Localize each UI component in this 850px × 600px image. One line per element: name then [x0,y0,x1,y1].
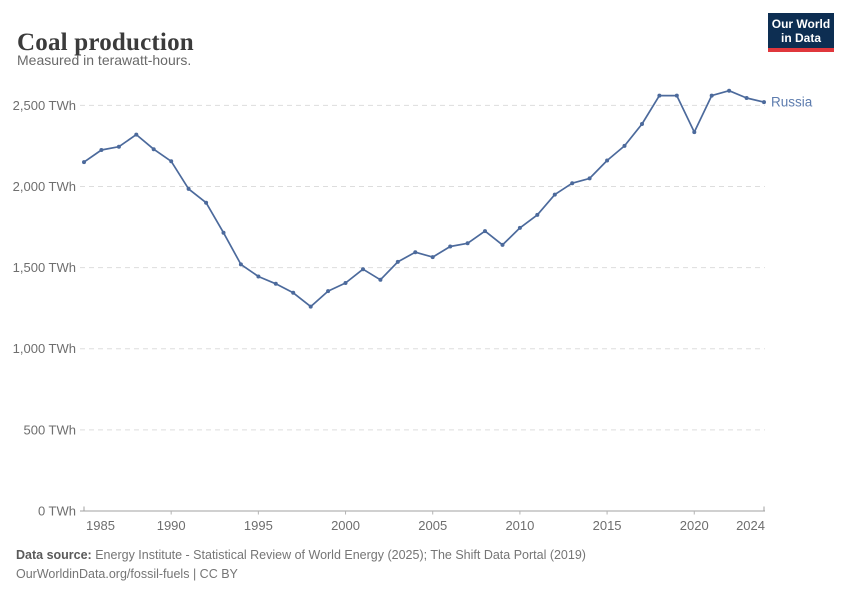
line-chart[interactable]: 0 TWh 500 TWh 1,000 TWh 1,500 TWh 2,000 TWh 2… [0,0,850,545]
y-axis-tick-label: 2,000 TWh [13,179,76,194]
owid-logo-line2: in Data [780,31,821,45]
data-point[interactable] [535,212,540,217]
data-source-line: Data source: Energy Institute - Statisti… [16,546,586,565]
owid-logo-line1: Our World [771,17,831,31]
data-point[interactable] [709,93,714,98]
x-axis-tick-label: 1995 [244,518,273,533]
data-point[interactable] [430,255,435,260]
data-point[interactable] [291,290,296,295]
x-axis-tick-label: 1985 [86,518,115,533]
data-point[interactable] [483,229,487,234]
data-point[interactable] [204,200,209,205]
data-source-label: Data source: [16,548,92,562]
data-point[interactable] [413,250,418,255]
data-point[interactable] [186,186,191,191]
data-point[interactable] [238,262,243,267]
x-axis-tick-label: 1990 [157,518,186,533]
y-axis-tick-label: 0 TWh [38,504,76,519]
y-axis-tick-label: 1,000 TWh [13,341,76,356]
data-point[interactable] [256,274,261,279]
data-point[interactable] [552,192,557,197]
x-axis-tick-label: 2005 [418,518,447,533]
x-axis-tick-label: 2020 [680,518,709,533]
y-axis-tick-label: 1,500 TWh [13,260,76,275]
page-title: Coal production [17,28,194,56]
data-point[interactable] [622,143,627,148]
data-point[interactable] [343,281,348,285]
data-source-text: Energy Institute - Statistical Review of… [95,548,586,562]
x-axis-tick-label: 2010 [505,518,534,533]
data-point[interactable] [361,267,365,272]
data-point[interactable] [727,88,732,93]
owid-url-link[interactable]: OurWorldinData.org/fossil-fuels [16,567,190,581]
data-point[interactable] [465,241,470,246]
data-line[interactable] [83,89,765,308]
data-point[interactable] [570,181,575,186]
data-point[interactable] [116,144,121,149]
data-point[interactable] [308,304,313,309]
data-point[interactable] [378,277,383,282]
data-point[interactable] [500,242,505,247]
data-point[interactable] [395,259,400,264]
x-axis-tick-label: 2015 [593,518,622,533]
data-point[interactable] [82,160,86,165]
data-point[interactable] [221,230,226,235]
data-point[interactable] [517,225,522,230]
data-point[interactable] [605,158,610,163]
data-point[interactable] [657,93,662,98]
data-point[interactable] [169,159,174,164]
data-point[interactable] [448,244,453,249]
data-point[interactable] [762,100,766,105]
data-point[interactable] [640,122,644,126]
chart-footer: Data source: Energy Institute - Statisti… [16,546,586,584]
series-label[interactable]: Russia [771,95,813,110]
citation-separator: | [192,567,197,581]
y-axis-tick-label: 2,500 TWh [13,98,76,113]
x-axis-tick-label: 2000 [331,518,360,533]
data-point[interactable] [587,176,592,181]
data-point[interactable] [151,147,156,152]
data-point[interactable] [744,96,749,100]
chart-subtitle: Measured in terawatt-hours. [17,52,192,68]
license-link[interactable]: CC BY [199,567,238,581]
data-point[interactable] [326,289,331,294]
data-point[interactable] [692,130,697,135]
owid-logo[interactable]: Our World in Data [768,13,834,52]
y-axis-tick-label: 500 TWh [23,422,76,437]
citation-line: OurWorldinData.org/fossil-fuels | CC BY [16,565,586,584]
data-point[interactable] [674,93,679,98]
data-point[interactable] [134,132,139,137]
x-axis-tick-label: 2024 [736,518,765,533]
data-point[interactable] [99,148,104,152]
data-point[interactable] [273,281,278,286]
